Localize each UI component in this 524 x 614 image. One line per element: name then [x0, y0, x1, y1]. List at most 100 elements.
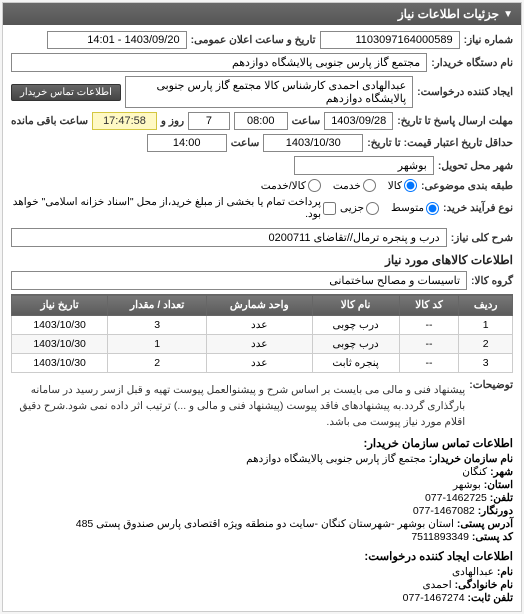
cell-date: 1403/10/30 — [12, 316, 108, 335]
contact-buyer-button[interactable]: اطلاعات تماس خریدار — [11, 84, 121, 101]
postal-val: 7511893349 — [411, 531, 469, 543]
table-row: 2--درب چوبیعدد11403/10/30 — [12, 335, 513, 354]
cell-unit: عدد — [207, 316, 312, 335]
panel-title: جزئیات اطلاعات نیاز — [398, 7, 499, 21]
city-label: شهر: — [490, 466, 513, 478]
cell-code: -- — [399, 354, 459, 373]
province-label: استان: — [484, 479, 513, 491]
radio-service-input[interactable] — [363, 179, 376, 192]
need-title-label: شرح کلی نیاز: — [451, 232, 513, 244]
col-row: ردیف — [459, 295, 513, 316]
delivery-city-label: شهر محل تحویل: — [438, 160, 513, 172]
province-val: بوشهر — [453, 479, 481, 491]
contact-creator-section: اطلاعات ایجاد کننده درخواست: نام: عبداله… — [11, 549, 513, 604]
table-row: 3--پنجره ثابتعدد21403/10/30 — [12, 354, 513, 373]
fax-val: 1467082-077 — [413, 505, 475, 517]
cell-code: -- — [399, 316, 459, 335]
payment-checkbox[interactable] — [323, 202, 336, 215]
days-field: 7 — [188, 112, 230, 130]
contact-org-section: اطلاعات تماس سازمان خریدار: نام سازمان خ… — [11, 436, 513, 543]
cell-name: درب چوبی — [312, 316, 399, 335]
lname-val: احمدی — [422, 579, 451, 591]
goods-table: ردیف کد کالا نام کالا واحد شمارش تعداد /… — [11, 294, 513, 373]
need-title-field: درب و پنجره ترمال//تقاضای 0200711 — [11, 228, 447, 247]
deadline-time-field: 08:00 — [234, 112, 288, 130]
radio-medium[interactable]: متوسط — [391, 202, 439, 215]
postal-label: کد پستی: — [472, 531, 513, 543]
radio-goods-input[interactable] — [404, 179, 417, 192]
org-phone-val: 1462725-077 — [425, 492, 487, 504]
deadline-label: مهلت ارسال پاسخ تا تاریخ: — [397, 115, 513, 127]
cell-name: پنجره ثابت — [312, 354, 399, 373]
creator-label: ایجاد کننده درخواست: — [417, 86, 513, 98]
subject-type-label: طبقه بندی موضوعی: — [421, 180, 513, 192]
group-label: گروه کالا: — [471, 275, 513, 287]
time-label-2: ساعت — [231, 137, 260, 149]
col-unit: واحد شمارش — [207, 295, 312, 316]
cell-qty: 2 — [108, 354, 207, 373]
price-valid-time-field: 14:00 — [147, 134, 227, 152]
org-name-label: نام سازمان خریدار: — [429, 453, 513, 465]
org-name-val: مجتمع گاز پارس جنوبی پالایشگاه دوازدهم — [246, 453, 426, 465]
time-label-1: ساعت — [292, 115, 321, 127]
procurement-label: نوع فرآیند خرید: — [443, 202, 513, 214]
radio-small-input[interactable] — [366, 202, 379, 215]
delivery-city-field: بوشهر — [294, 156, 434, 175]
cell-row: 3 — [459, 354, 513, 373]
radio-small[interactable]: جزیی — [340, 202, 379, 215]
req-no-field: 1103097164000589 — [320, 31, 460, 49]
cell-qty: 3 — [108, 316, 207, 335]
creator-field: عبدالهادی احمدی کارشناس کالا مجتمع گاز پ… — [125, 76, 413, 108]
radio-medium-input[interactable] — [426, 202, 439, 215]
payment-check[interactable]: پرداخت تمام یا بخشی از مبلغ خرید،از محل … — [11, 196, 336, 220]
desc-label: توضیحات: — [469, 379, 513, 391]
days-label: روز و — [161, 115, 184, 127]
buyer-unit-field: مجتمع گاز پارس جنوبی پالایشگاه دوازدهم — [11, 53, 427, 72]
col-qty: تعداد / مقدار — [108, 295, 207, 316]
subject-type-group: کالا خدمت کالا/خدمت — [261, 179, 417, 192]
col-date: تاریخ نیاز — [12, 295, 108, 316]
group-field: تاسیسات و مصالح ساختمانی — [11, 271, 467, 290]
panel-body: شماره نیاز: 1103097164000589 تاریخ و ساع… — [3, 25, 521, 611]
remaining-label: ساعت باقی مانده — [11, 115, 88, 127]
cell-name: درب چوبی — [312, 335, 399, 354]
chevron-down-icon: ▼ — [503, 9, 513, 20]
radio-both-input[interactable] — [308, 179, 321, 192]
cell-unit: عدد — [207, 335, 312, 354]
table-row: 1--درب چوبیعدد31403/10/30 — [12, 316, 513, 335]
panel-header[interactable]: ▼ جزئیات اطلاعات نیاز — [3, 3, 521, 25]
price-valid-label: حداقل تاریخ اعتبار قیمت: تا تاریخ: — [367, 137, 513, 149]
cell-date: 1403/10/30 — [12, 354, 108, 373]
radio-service[interactable]: خدمت — [333, 179, 376, 192]
radio-both[interactable]: کالا/خدمت — [261, 179, 321, 192]
procurement-group: متوسط جزیی — [340, 202, 439, 215]
city-val: کنگان — [462, 466, 487, 478]
creator-phone-val: 1467274-077 — [403, 592, 465, 604]
address-val: استان بوشهر -شهرستان کنگان -سایت دو منطق… — [76, 518, 454, 530]
table-header-row: ردیف کد کالا نام کالا واحد شمارش تعداد /… — [12, 295, 513, 316]
col-code: کد کالا — [399, 295, 459, 316]
price-valid-date-field: 1403/10/30 — [263, 134, 363, 152]
org-phone-label: تلفن: — [490, 492, 513, 504]
req-no-label: شماره نیاز: — [464, 34, 513, 46]
col-name: نام کالا — [312, 295, 399, 316]
buyer-unit-label: نام دستگاه خریدار: — [431, 57, 513, 69]
contact-org-title: اطلاعات تماس سازمان خریدار: — [11, 436, 513, 450]
fax-label: دورنگار: — [478, 505, 513, 517]
deadline-date-field: 1403/09/28 — [324, 112, 393, 130]
contact-creator-title: اطلاعات ایجاد کننده درخواست: — [11, 549, 513, 563]
countdown-field: 17:47:58 — [92, 112, 157, 130]
datetime-field: 1403/09/20 - 14:01 — [47, 31, 187, 49]
address-label: آدرس پستی: — [457, 518, 513, 530]
cell-code: -- — [399, 335, 459, 354]
cell-row: 1 — [459, 316, 513, 335]
goods-section-title: اطلاعات کالاهای مورد نیاز — [11, 253, 513, 267]
fname-val: عبدالهادی — [452, 566, 494, 578]
cell-unit: عدد — [207, 354, 312, 373]
main-panel: ▼ جزئیات اطلاعات نیاز شماره نیاز: 110309… — [2, 2, 522, 612]
radio-goods[interactable]: کالا — [388, 179, 417, 192]
cell-qty: 1 — [108, 335, 207, 354]
fname-label: نام: — [497, 566, 513, 578]
lname-label: نام خانوادگی: — [455, 579, 513, 591]
cell-date: 1403/10/30 — [12, 335, 108, 354]
